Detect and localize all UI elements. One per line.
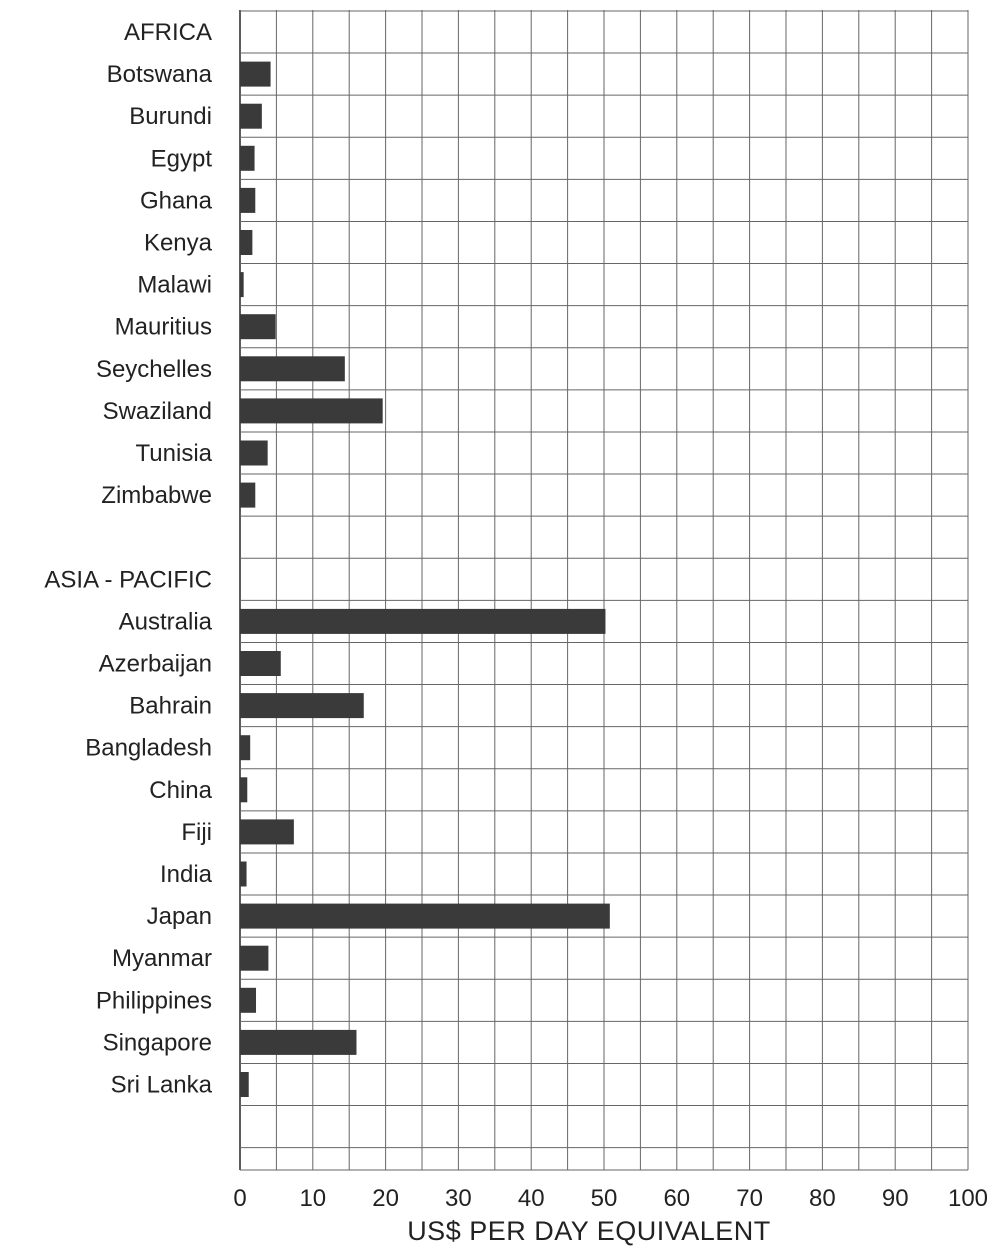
x-tick-labels: 0 10 20 30 40 50 60 70 80 90 100 bbox=[233, 1185, 988, 1212]
category-label: Singapore bbox=[103, 1029, 212, 1056]
bar bbox=[240, 735, 251, 761]
bar bbox=[240, 145, 255, 171]
bar bbox=[240, 777, 248, 803]
category-label: Burundi bbox=[129, 103, 212, 130]
bar bbox=[240, 230, 253, 255]
bar bbox=[240, 903, 610, 929]
bar bbox=[240, 651, 281, 676]
bar bbox=[240, 356, 345, 382]
bar bbox=[240, 861, 247, 887]
category-label: Fiji bbox=[181, 819, 212, 846]
grid bbox=[239, 10, 969, 1171]
category-label: India bbox=[160, 861, 213, 888]
bar bbox=[240, 987, 257, 1013]
category-label: Tunisia bbox=[136, 440, 213, 467]
category-label: China bbox=[149, 777, 212, 804]
bar bbox=[240, 1072, 249, 1097]
group-label: AFRICA bbox=[124, 19, 212, 46]
bar bbox=[240, 945, 269, 971]
category-label: Philippines bbox=[96, 987, 212, 1014]
bar bbox=[240, 608, 606, 634]
category-label: Mauritius bbox=[115, 314, 212, 341]
category-label: Bahrain bbox=[129, 693, 212, 720]
category-label: Seychelles bbox=[96, 356, 212, 383]
bar bbox=[240, 1029, 357, 1055]
x-axis-title: US$ PER DAY EQUIVALENT bbox=[407, 1216, 771, 1246]
bar bbox=[240, 819, 294, 845]
x-tick-label: 80 bbox=[809, 1185, 836, 1212]
category-label: Egypt bbox=[151, 145, 213, 172]
bar bbox=[240, 314, 276, 340]
category-label: Ghana bbox=[140, 187, 213, 214]
x-tick-label: 70 bbox=[736, 1185, 763, 1212]
bar bbox=[240, 482, 256, 508]
group-label: ASIA - PACIFIC bbox=[44, 566, 212, 593]
bar bbox=[240, 272, 244, 298]
x-tick-label: 50 bbox=[591, 1185, 618, 1212]
category-label: Japan bbox=[147, 903, 212, 930]
category-label: Swaziland bbox=[103, 398, 212, 425]
x-tick-label: 60 bbox=[663, 1185, 690, 1212]
x-tick-label: 30 bbox=[445, 1185, 472, 1212]
category-label: Azerbaijan bbox=[99, 651, 212, 678]
category-labels: AFRICA Botswana Burundi Egypt Ghana Kenya Mala… bbox=[44, 19, 212, 1099]
bar bbox=[240, 61, 271, 87]
category-label: Myanmar bbox=[112, 945, 212, 972]
category-label: Zimbabwe bbox=[101, 482, 212, 509]
bars bbox=[240, 61, 610, 1097]
category-label: Botswana bbox=[107, 61, 213, 88]
bar bbox=[240, 103, 262, 129]
category-label: Malawi bbox=[137, 272, 212, 299]
category-label: Bangladesh bbox=[85, 735, 212, 762]
bar bbox=[240, 398, 383, 424]
category-label: Australia bbox=[119, 608, 213, 635]
bar bbox=[240, 187, 256, 213]
x-tick-label: 10 bbox=[299, 1185, 326, 1212]
category-label: Kenya bbox=[144, 230, 213, 257]
x-tick-label: 20 bbox=[372, 1185, 399, 1212]
x-tick-label: 90 bbox=[882, 1185, 909, 1212]
x-tick-label: 0 bbox=[233, 1185, 246, 1212]
category-label: Sri Lanka bbox=[111, 1072, 213, 1099]
x-tick-label: 100 bbox=[948, 1185, 988, 1212]
bar bbox=[240, 440, 268, 466]
bar bbox=[240, 693, 364, 719]
x-tick-label: 40 bbox=[518, 1185, 545, 1212]
